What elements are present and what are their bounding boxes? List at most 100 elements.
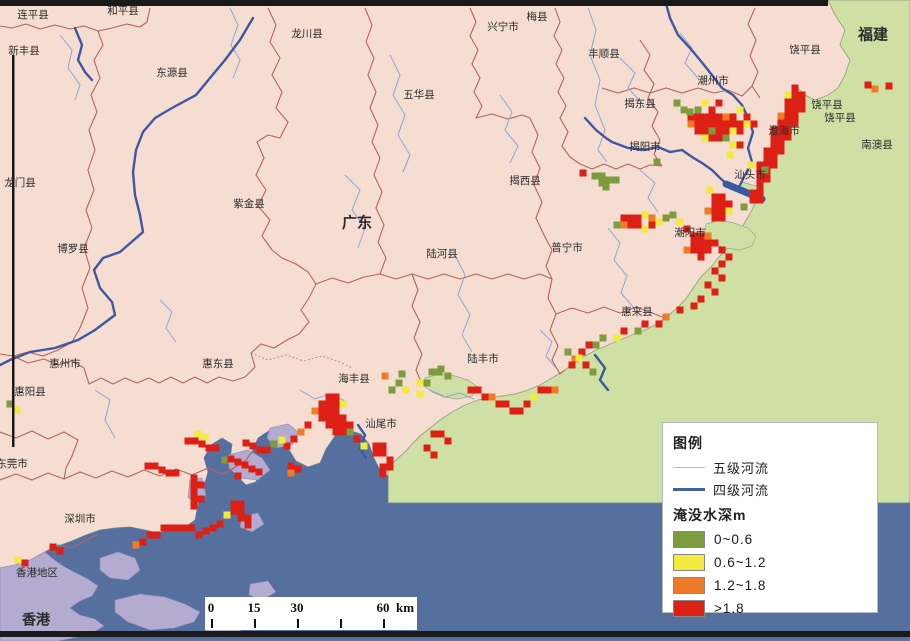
flood-cell xyxy=(190,495,198,503)
scale-bar-tick xyxy=(340,619,342,628)
region-label: 东莞市 xyxy=(0,457,28,470)
flood-cell xyxy=(648,221,656,229)
flood-cell xyxy=(202,527,210,535)
flood-cell xyxy=(151,462,159,470)
flood-cell xyxy=(278,436,286,444)
flood-cell xyxy=(715,99,723,107)
flood-cell xyxy=(304,421,312,429)
flood-cell xyxy=(379,449,387,457)
scale-bar-number: 60 xyxy=(376,600,390,615)
region-label: 紫金县 xyxy=(233,197,265,210)
flood-cell xyxy=(620,327,628,335)
flood-cell xyxy=(756,175,764,183)
flood-cell xyxy=(221,456,229,464)
flood-cell xyxy=(686,108,694,116)
flood-cell xyxy=(598,179,606,187)
region-label: 揭阳市 xyxy=(629,140,661,153)
flood-cell xyxy=(711,239,719,247)
thin-river-line-icon xyxy=(673,466,705,468)
flood-cell xyxy=(346,428,354,436)
flood-cell xyxy=(332,421,340,429)
flood-cell xyxy=(474,386,482,394)
flood-cell xyxy=(325,400,333,408)
flood-cell xyxy=(770,147,778,155)
flood-cell xyxy=(263,446,271,454)
flood-cell xyxy=(697,295,705,303)
flood-cell xyxy=(613,334,621,342)
flood-cell xyxy=(195,531,203,539)
flood-cell xyxy=(726,151,734,159)
flood-cell xyxy=(690,246,698,254)
flood-cell xyxy=(256,446,264,454)
flood-cells-layer xyxy=(6,81,893,567)
region-label: 澄海市 xyxy=(768,124,800,137)
flood-cell xyxy=(194,430,202,438)
flood-cell xyxy=(756,189,764,197)
flood-cell xyxy=(761,166,769,174)
flood-cell xyxy=(701,99,709,107)
flood-cell xyxy=(230,500,238,508)
flood-cell xyxy=(620,221,628,229)
region-label: 潮阳市 xyxy=(674,226,706,239)
flood-cell xyxy=(198,440,206,448)
legend-title: 图例 xyxy=(673,435,703,451)
flood-cell xyxy=(701,120,709,128)
flood-cell xyxy=(244,514,252,522)
flood-cell xyxy=(669,211,677,219)
flood-cell xyxy=(791,112,799,120)
flood-cell xyxy=(516,407,524,415)
top-border xyxy=(0,0,828,6)
scale-bar-tick xyxy=(297,619,299,628)
flood-cell xyxy=(763,175,771,183)
flood-cell xyxy=(784,91,792,99)
legend-depth-item: 1.2~1.8 xyxy=(673,577,877,594)
flood-cell xyxy=(230,507,238,515)
flood-cell xyxy=(784,112,792,120)
flood-cell xyxy=(722,113,730,121)
flood-cell xyxy=(680,106,688,114)
flood-cell xyxy=(756,196,764,204)
flood-cell xyxy=(132,541,140,549)
flood-cell xyxy=(598,172,606,180)
flood-cell xyxy=(729,141,737,149)
flood-cell xyxy=(798,91,806,99)
flood-cell xyxy=(715,120,723,128)
flood-cell xyxy=(287,469,295,477)
flood-cell xyxy=(708,127,716,135)
flood-cell xyxy=(174,524,182,532)
flood-cell xyxy=(205,444,213,452)
flood-cell xyxy=(575,354,583,362)
flood-cell xyxy=(585,341,593,349)
flood-cell xyxy=(756,168,764,176)
flood-cell xyxy=(139,538,147,546)
region-label: 惠来县 xyxy=(621,305,653,318)
flood-cell xyxy=(346,421,354,429)
flood-cell xyxy=(871,85,879,93)
flood-cell xyxy=(718,193,726,201)
flood-cell xyxy=(544,386,552,394)
flood-cell xyxy=(885,82,893,90)
flood-cell xyxy=(777,147,785,155)
flood-cell xyxy=(568,361,576,369)
flood-cell xyxy=(749,189,757,197)
flood-cell xyxy=(718,274,726,282)
region-label: 福建 xyxy=(857,26,889,44)
flood-cell xyxy=(160,524,168,532)
flood-cell xyxy=(763,161,771,169)
flood-cell xyxy=(153,531,161,539)
flood-cell xyxy=(571,355,579,363)
flood-cell xyxy=(770,126,778,134)
flood-cell xyxy=(704,207,712,215)
flood-cell xyxy=(398,370,406,378)
region-label: 新丰县 xyxy=(8,44,40,57)
flood-cell xyxy=(591,172,599,180)
flood-cell xyxy=(386,463,394,471)
flood-cell xyxy=(743,120,751,128)
flood-cell xyxy=(736,141,744,149)
region-label: 五华县 xyxy=(403,88,435,101)
legend-depth-item: >1.8 xyxy=(673,600,877,617)
flood-cell xyxy=(694,120,702,128)
flood-cell xyxy=(798,98,806,106)
region-label: 香港 xyxy=(21,611,51,627)
left-neatline xyxy=(12,55,15,447)
